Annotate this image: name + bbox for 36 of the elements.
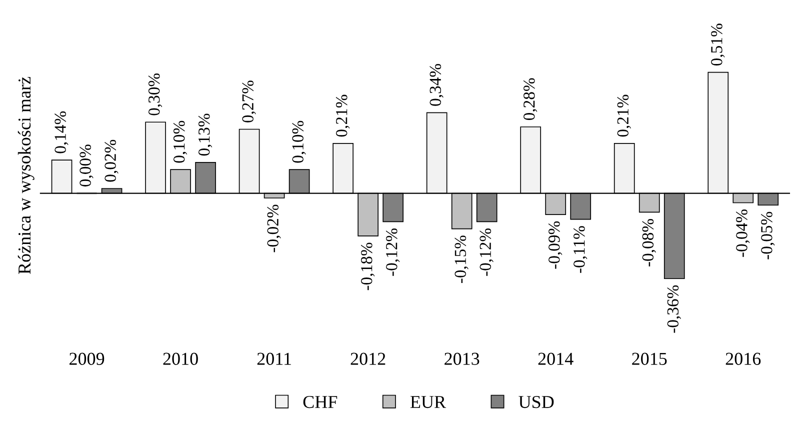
data-label: -0,08% — [642, 218, 656, 266]
x-tick-label: 2015 — [632, 352, 667, 365]
data-label: 0,30% — [148, 73, 162, 116]
legend-label: EUR — [410, 396, 446, 408]
data-label: 0,10% — [173, 120, 188, 163]
data-label: 0,13% — [198, 114, 212, 156]
x-tick-label: 2016 — [726, 352, 761, 365]
data-label: -0,05% — [761, 212, 775, 260]
data-label: 0,28% — [524, 78, 538, 120]
data-label: 0,34% — [430, 64, 444, 106]
data-label: 0,10% — [292, 120, 306, 163]
data-label: -0,09% — [548, 221, 562, 269]
data-label: 0,00% — [80, 144, 94, 186]
x-tick-label: 2010 — [163, 352, 198, 365]
x-tick-label: 2013 — [444, 352, 480, 365]
data-label: -0,15% — [454, 236, 468, 283]
legend-label: USD — [518, 396, 554, 408]
data-label: -0,18% — [361, 242, 375, 290]
data-label: 0,21% — [336, 94, 350, 137]
data-label: -0,02% — [267, 204, 281, 252]
x-tick-label: 2009 — [70, 352, 104, 365]
y-axis-title: Różnica w wysokości marż — [18, 76, 34, 274]
data-label: -0,04% — [736, 210, 750, 257]
data-label: -0,11% — [574, 226, 588, 273]
data-label: -0,12% — [386, 228, 400, 276]
x-tick-label: 2012 — [350, 352, 386, 365]
data-label: 0,51% — [711, 24, 725, 66]
data-label: -0,36% — [667, 285, 681, 333]
data-label: 0,21% — [617, 94, 631, 137]
data-label: 0,14% — [54, 111, 68, 154]
data-label: -0,12% — [480, 228, 494, 276]
data-label: 0,02% — [104, 140, 118, 182]
x-tick-label: 2014 — [538, 352, 574, 365]
legend-label: CHF — [303, 396, 338, 408]
x-tick-label: 2011 — [257, 352, 291, 365]
data-label: 0,27% — [242, 80, 256, 122]
